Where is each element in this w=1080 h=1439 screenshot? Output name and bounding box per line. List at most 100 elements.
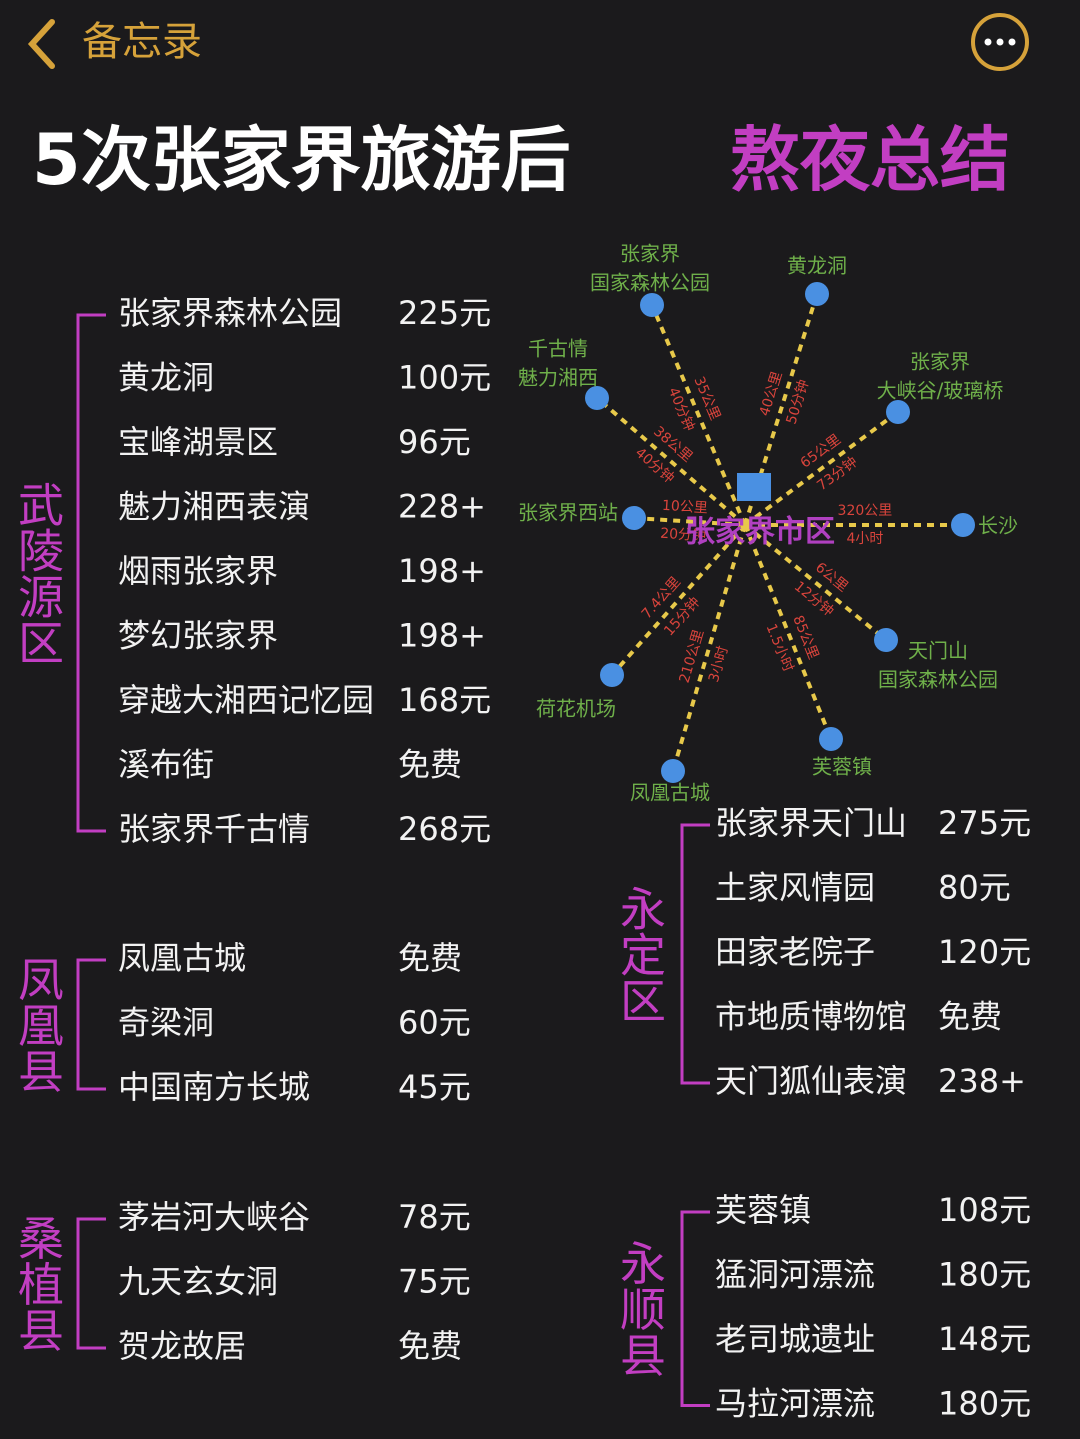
attraction-price: 免费 xyxy=(398,1327,462,1365)
destination-dot xyxy=(805,282,829,306)
attraction-name: 九天玄女洞 xyxy=(118,1263,278,1301)
attraction-price: 免费 xyxy=(398,746,462,784)
attraction-price: 45元 xyxy=(398,1068,471,1106)
route-distance: 10公里 xyxy=(661,498,708,517)
region-bracket xyxy=(76,958,106,1091)
region-bracket xyxy=(680,1210,710,1407)
destination-label: 大峡谷/玻璃桥 xyxy=(877,379,1004,403)
destination-dot xyxy=(600,663,624,687)
destination-dot xyxy=(951,513,975,537)
route-info: 10公里 20分钟 xyxy=(660,498,709,545)
region-name: 永定区 xyxy=(613,885,667,1023)
destination-label: 黄龙洞 xyxy=(787,254,847,278)
attraction-price: 225元 xyxy=(398,294,491,332)
destination-dot xyxy=(622,506,646,530)
attraction-name: 黄龙洞 xyxy=(118,359,214,397)
route-distance: 320公里 xyxy=(838,503,893,519)
attraction-name: 奇梁洞 xyxy=(118,1004,214,1042)
region-bracket xyxy=(76,1217,106,1350)
back-label[interactable]: 备忘录 xyxy=(82,19,202,65)
route-line xyxy=(650,304,747,526)
back-icon[interactable] xyxy=(27,19,55,69)
destination-label: 天门山 xyxy=(908,639,968,663)
attraction-price: 免费 xyxy=(938,998,1002,1036)
attraction-name: 宝峰湖景区 xyxy=(118,423,278,461)
attraction-name: 魅力湘西表演 xyxy=(118,488,310,526)
attraction-price: 78元 xyxy=(398,1198,471,1236)
attraction-name: 田家老院子 xyxy=(715,933,875,971)
title: 5次张家界旅游后 xyxy=(32,119,571,201)
attraction-name: 猛洞河漂流 xyxy=(715,1256,875,1294)
route-line xyxy=(671,524,747,772)
attraction-name: 马拉河漂流 xyxy=(715,1385,875,1423)
attraction-name: 老司城遗址 xyxy=(715,1320,875,1358)
region-name: 武陵源区 xyxy=(11,481,65,665)
attraction-price: 198+ xyxy=(398,617,486,655)
destination-label: 国家森林公园 xyxy=(878,668,998,692)
attraction-price: 75元 xyxy=(398,1263,471,1301)
destination-label: 千古情 xyxy=(528,337,588,361)
attraction-name: 贺龙故居 xyxy=(118,1327,246,1365)
attraction-name: 梦幻张家界 xyxy=(118,617,278,655)
region-name: 永顺县 xyxy=(613,1240,667,1378)
attraction-price: 168元 xyxy=(398,681,491,719)
destination-label: 张家界 xyxy=(620,242,680,266)
attraction-price: 180元 xyxy=(938,1385,1031,1423)
attraction-price: 100元 xyxy=(398,359,491,397)
attraction-name: 张家界森林公园 xyxy=(118,294,342,332)
attraction-price: 60元 xyxy=(398,1004,471,1042)
attraction-name: 烟雨张家界 xyxy=(118,552,278,590)
attraction-price: 80元 xyxy=(938,869,1011,907)
region-name: 桑植县 xyxy=(11,1215,65,1353)
attraction-price: 96元 xyxy=(398,423,471,461)
destination-dot xyxy=(661,759,685,783)
attraction-name: 中国南方长城 xyxy=(118,1068,310,1106)
destination-dot xyxy=(585,386,609,410)
attraction-name: 张家界千古情 xyxy=(118,810,310,848)
destination-dot xyxy=(886,400,910,424)
attraction-name: 市地质博物馆 xyxy=(715,998,907,1036)
region-bracket xyxy=(76,313,106,833)
attraction-name: 穿越大湘西记忆园 xyxy=(118,681,374,719)
destination-label: 魅力湘西 xyxy=(518,366,598,390)
route-line xyxy=(743,410,900,527)
attraction-price: 238+ xyxy=(938,1062,1026,1100)
route-time: 4小时 xyxy=(846,531,883,547)
destination-label: 长沙 xyxy=(978,514,1018,538)
attraction-name: 张家界天门山 xyxy=(715,804,907,842)
route-info: 320公里 4小时 xyxy=(838,503,893,547)
destination-label: 张家界西站 xyxy=(518,501,618,525)
attraction-price: 198+ xyxy=(398,552,486,590)
destination-dot xyxy=(640,293,664,317)
attraction-name: 天门狐仙表演 xyxy=(715,1062,907,1100)
destination-dot xyxy=(819,727,843,751)
attraction-price: 148元 xyxy=(938,1320,1031,1358)
attraction-price: 268元 xyxy=(398,810,491,848)
title-highlight: 熬夜总结 xyxy=(730,119,1010,201)
destination-label: 国家森林公园 xyxy=(590,271,710,295)
more-button[interactable] xyxy=(971,13,1029,71)
attraction-name: 凤凰古城 xyxy=(118,939,246,977)
city-icon xyxy=(737,473,771,501)
route-line xyxy=(743,523,888,642)
attraction-name: 芙蓉镇 xyxy=(715,1191,811,1229)
attraction-name: 土家风情园 xyxy=(715,869,875,907)
attraction-name: 茅岩河大峡谷 xyxy=(118,1198,310,1236)
region-name: 凤凰县 xyxy=(11,956,65,1094)
attraction-price: 108元 xyxy=(938,1191,1031,1229)
city-center: 张家界市区 xyxy=(685,515,835,550)
attraction-price: 275元 xyxy=(938,804,1031,842)
destination-label: 芙蓉镇 xyxy=(812,755,872,779)
attraction-price: 免费 xyxy=(398,939,462,977)
route-line xyxy=(595,396,747,527)
destination-dot xyxy=(874,628,898,652)
destination-label: 凤凰古城 xyxy=(630,781,710,805)
route-time: 20分钟 xyxy=(660,525,707,545)
attraction-price: 120元 xyxy=(938,933,1031,971)
destination-label: 张家界 xyxy=(910,350,970,374)
attraction-price: 228+ xyxy=(398,488,486,526)
attraction-name: 溪布街 xyxy=(118,746,214,784)
